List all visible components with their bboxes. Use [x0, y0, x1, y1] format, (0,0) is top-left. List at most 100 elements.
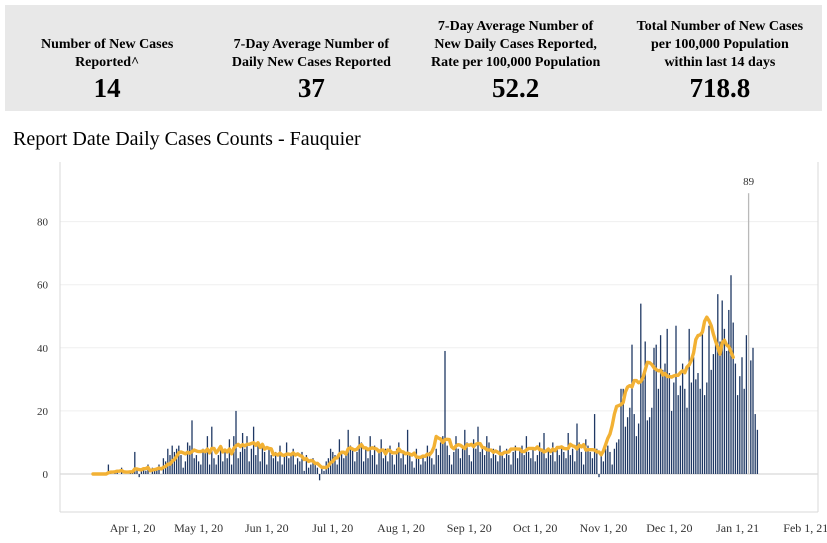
- bar: [279, 445, 281, 474]
- bar: [461, 445, 464, 474]
- bar: [217, 455, 220, 474]
- bar: [134, 451, 136, 474]
- bar: [389, 445, 391, 474]
- bar: [552, 442, 554, 474]
- x-tick-label: Nov 1, 20: [580, 521, 628, 535]
- bar: [468, 455, 470, 474]
- bar: [477, 426, 479, 474]
- bar: [631, 344, 633, 474]
- bar: [618, 439, 620, 474]
- bar: [145, 470, 147, 474]
- bar: [136, 467, 138, 474]
- bar: [732, 322, 734, 474]
- y-axis-labels: 0 20 40 60 80: [37, 217, 49, 481]
- bar: [369, 436, 371, 474]
- bar: [360, 442, 363, 474]
- bar: [613, 448, 616, 474]
- stat-value: 37: [297, 73, 325, 103]
- bar: [422, 455, 424, 474]
- bar: [523, 455, 525, 474]
- bar: [426, 445, 429, 474]
- bar: [349, 445, 352, 474]
- bar: [351, 448, 354, 474]
- bar: [321, 467, 323, 474]
- bar: [248, 461, 250, 474]
- bar: [695, 379, 697, 474]
- bar: [413, 467, 415, 474]
- bar: [294, 464, 297, 474]
- bar: [560, 445, 563, 474]
- bar: [578, 442, 580, 474]
- annotations: 89: [743, 176, 755, 188]
- x-tick-label: Jul 1, 20: [312, 521, 353, 535]
- peak-value-label: 89: [743, 176, 755, 188]
- bar: [283, 455, 286, 474]
- bar: [424, 461, 426, 474]
- bar: [664, 363, 666, 474]
- bar: [593, 414, 596, 474]
- bar: [472, 439, 475, 474]
- bar: [666, 328, 668, 474]
- bar: [358, 436, 360, 474]
- bar: [175, 448, 178, 474]
- bar: [514, 445, 517, 474]
- x-tick-label: Jun 1, 20: [245, 521, 289, 535]
- bar: [519, 448, 521, 474]
- bar: [483, 455, 486, 474]
- bar: [701, 328, 704, 474]
- bar: [140, 470, 143, 474]
- bar: [662, 369, 664, 474]
- bar: [244, 448, 246, 474]
- bar: [435, 448, 437, 474]
- bar: [587, 445, 589, 474]
- bar: [356, 451, 358, 474]
- bar: [545, 458, 547, 474]
- bar: [180, 455, 182, 474]
- bar: [497, 461, 499, 474]
- y-tick-label: 80: [37, 217, 49, 229]
- bar: [481, 445, 484, 474]
- bar: [657, 388, 660, 474]
- bar: [615, 442, 618, 474]
- stat-new-cases: Number of New Cases Reported^ 14: [5, 5, 209, 111]
- bar: [354, 461, 356, 474]
- bar: [263, 451, 266, 474]
- bar: [736, 395, 739, 475]
- bar: [340, 451, 343, 474]
- bar: [585, 439, 587, 474]
- bar: [310, 464, 312, 474]
- bar: [622, 388, 624, 474]
- bar: [536, 455, 539, 474]
- bar: [745, 335, 748, 474]
- bar: [382, 458, 385, 474]
- bar: [734, 363, 737, 474]
- bar: [312, 458, 314, 474]
- bar: [626, 417, 629, 474]
- bar: [633, 414, 635, 474]
- bar: [710, 369, 712, 474]
- bars-daily-cases: [107, 193, 759, 481]
- x-tick-label: Aug 1, 20: [377, 521, 425, 535]
- bar: [367, 458, 369, 474]
- bar: [620, 388, 622, 474]
- bar: [303, 470, 305, 474]
- bar: [420, 464, 422, 474]
- bar: [574, 461, 576, 474]
- bar: [384, 448, 387, 474]
- bar: [488, 442, 490, 474]
- bar: [202, 448, 204, 474]
- bar: [323, 470, 325, 474]
- bar: [699, 388, 701, 474]
- bar: [222, 461, 224, 474]
- bar: [186, 442, 189, 474]
- x-axis-labels: Apr 1, 20 May 1, 20 Jun 1, 20 Jul 1, 20 Aug …: [110, 521, 827, 535]
- stat-value: 14: [93, 73, 121, 103]
- bar: [444, 350, 446, 474]
- stat-14day-total: Total Number of New Cases per 100,000 Po…: [618, 5, 822, 111]
- bar: [204, 451, 206, 474]
- bar: [334, 455, 336, 474]
- bar: [505, 448, 508, 474]
- bar: [607, 445, 609, 474]
- stat-value: 718.8: [689, 73, 751, 103]
- line-7day-average: [91, 315, 735, 476]
